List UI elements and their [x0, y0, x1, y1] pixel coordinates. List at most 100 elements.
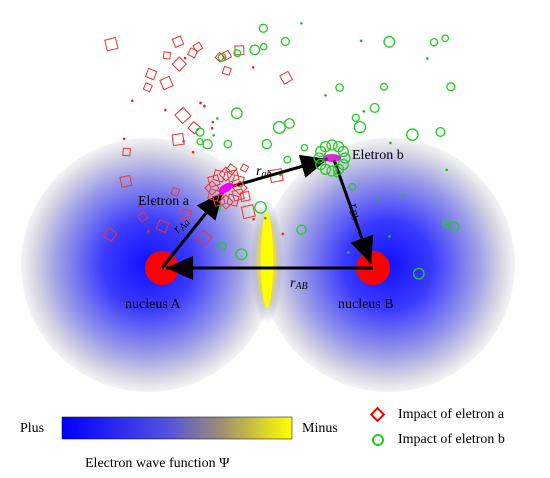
subscript: ab: [261, 169, 271, 180]
impact-b: [212, 134, 215, 137]
impact-a: [211, 120, 215, 124]
impact-a: [252, 217, 255, 221]
impact-a: [220, 49, 233, 62]
impact-a: [139, 204, 143, 208]
impact-b: [379, 82, 389, 91]
overlap-core: [261, 212, 273, 308]
label: rab: [256, 164, 271, 180]
electron: [218, 182, 234, 194]
impact-b: [359, 39, 363, 43]
impact-b: [279, 173, 282, 177]
colorbar-label: Plus: [20, 421, 44, 436]
impact-b: [448, 221, 460, 233]
impact-b: [332, 163, 345, 175]
impact-b: [235, 248, 248, 261]
impact-a: [170, 186, 181, 197]
impact-b: [435, 127, 446, 137]
impact-a: [104, 36, 119, 52]
impact-b: [218, 241, 227, 251]
impact-a: [183, 56, 187, 60]
impacts: [102, 21, 460, 280]
impact-b: [375, 197, 379, 201]
impact-b: [426, 57, 429, 60]
impact-b: [196, 138, 204, 146]
colorbar: [61, 416, 293, 440]
impact-a: [204, 180, 220, 196]
impact-a: [279, 70, 294, 85]
electron-b: [313, 139, 351, 177]
impact-b: [233, 49, 242, 58]
impact-b: [348, 182, 357, 191]
impact-a: [187, 47, 199, 59]
impact-a: [147, 229, 150, 233]
impact-b: [324, 94, 327, 97]
impact-b: [195, 127, 205, 137]
impact-a: [155, 218, 170, 234]
impact-a: [192, 41, 204, 53]
impact-b: [280, 36, 290, 47]
legend-marker: [369, 406, 386, 423]
impact-b: [446, 82, 456, 92]
impact-a: [281, 232, 285, 236]
impact-a: [174, 106, 192, 125]
legend-label: Impact of eletron b: [398, 432, 505, 447]
impact-b: [230, 107, 243, 120]
impact-b: [264, 216, 267, 220]
impact-a: [119, 174, 133, 188]
impact-b: [337, 145, 349, 158]
impact-b: [326, 139, 338, 151]
impact-b: [353, 120, 367, 134]
electron: [323, 154, 341, 162]
impact-a: [122, 147, 131, 157]
impact-a: [171, 56, 188, 72]
impact-a: [122, 137, 126, 141]
arrow: [160, 191, 225, 269]
impact-a: [239, 190, 251, 203]
impact-b: [217, 53, 227, 62]
impact-a: [224, 163, 238, 176]
impact-b: [223, 139, 233, 149]
impact-b: [254, 201, 267, 214]
impact-b: [412, 267, 425, 280]
impact-b: [326, 165, 338, 177]
impact-a: [195, 229, 213, 247]
impact-a: [251, 66, 255, 69]
impact-a: [102, 226, 118, 243]
impact-a: [212, 169, 226, 183]
impact-a: [144, 67, 158, 81]
impact-a: [162, 51, 172, 60]
impact-b: [249, 44, 261, 56]
label: rBb: [344, 201, 365, 222]
impact-b: [389, 141, 392, 145]
impact-a: [136, 210, 149, 223]
impact-b: [429, 37, 439, 47]
impact-b: [335, 83, 344, 92]
label: nucleus A: [125, 297, 181, 312]
impact-b: [259, 42, 268, 51]
impact-a: [231, 188, 245, 202]
impact-b: [441, 34, 450, 43]
symbol: r: [256, 164, 262, 179]
label: Eletron a: [138, 194, 190, 209]
impact-a: [171, 132, 185, 147]
impact-a: [218, 194, 234, 210]
impact-a: [239, 163, 250, 173]
impact-b: [445, 168, 449, 172]
legend-label: Impact of eletron a: [398, 407, 505, 422]
impact-a: [218, 166, 234, 182]
impact-a: [212, 193, 226, 207]
legend-marker: [372, 434, 384, 446]
impact-a: [231, 174, 245, 188]
colorbar-caption: Electron wave function Ψ: [85, 456, 230, 471]
impact-a: [164, 108, 167, 112]
impact-b: [346, 251, 350, 254]
impact-b: [216, 117, 219, 120]
impact-b: [315, 158, 327, 171]
impact-a: [221, 65, 232, 76]
impact-a: [226, 169, 240, 183]
symbol: r: [345, 201, 361, 212]
impact-a: [207, 174, 221, 188]
impact-b: [261, 138, 272, 150]
impact-a: [180, 208, 193, 221]
